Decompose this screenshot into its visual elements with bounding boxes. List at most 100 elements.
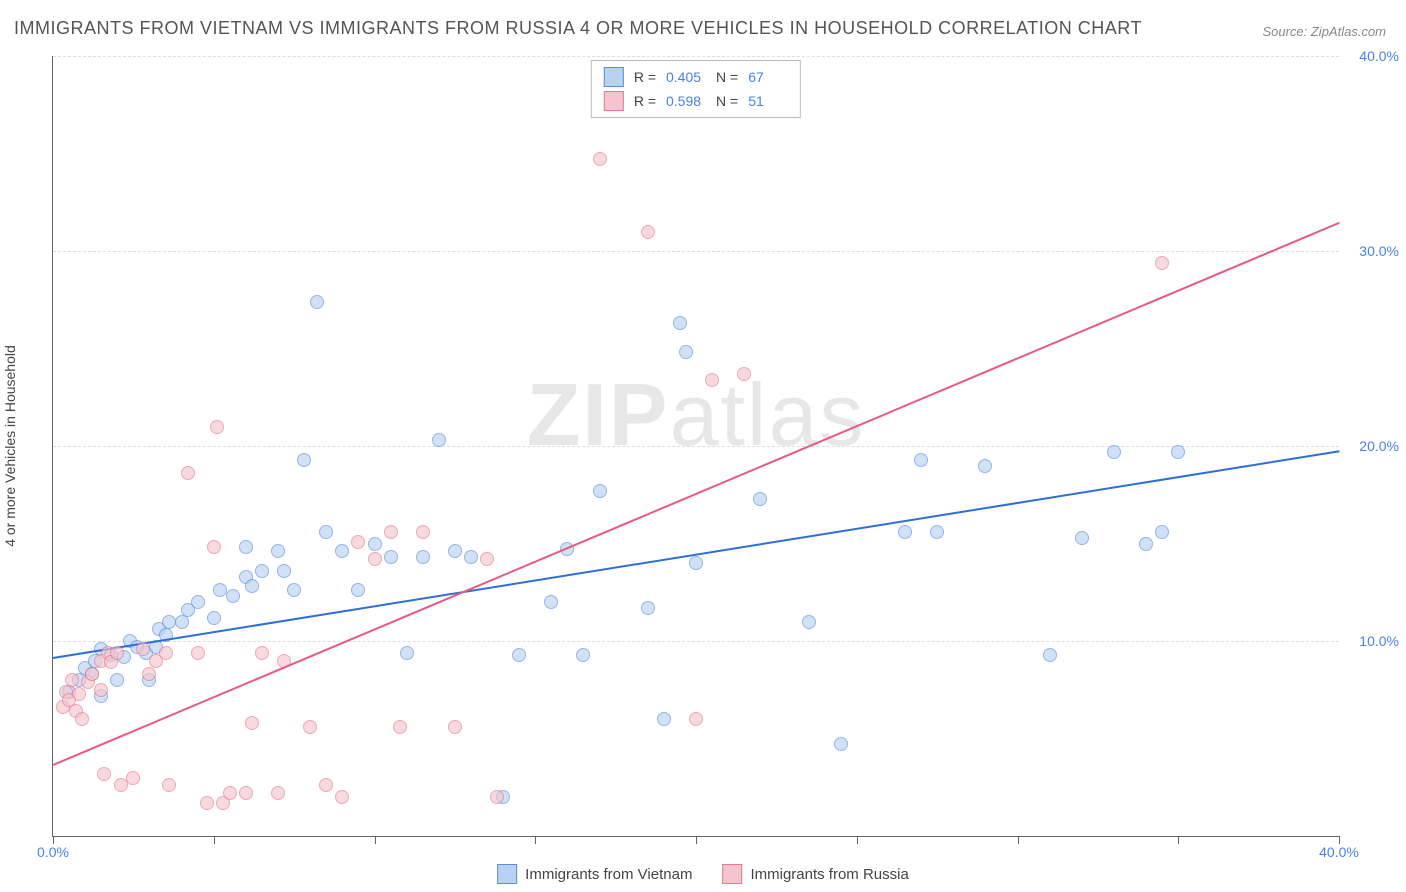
data-point-russia: [448, 720, 462, 734]
data-point-russia: [393, 720, 407, 734]
x-tick: [1018, 836, 1019, 844]
data-point-russia: [705, 373, 719, 387]
data-point-vietnam: [1075, 531, 1089, 545]
y-tick-label: 20.0%: [1347, 438, 1399, 454]
n-value-vietnam: 67: [748, 69, 788, 85]
data-point-vietnam: [255, 564, 269, 578]
n-label: N =: [716, 69, 738, 85]
data-point-russia: [490, 790, 504, 804]
data-point-vietnam: [297, 453, 311, 467]
x-tick: [1339, 836, 1340, 844]
data-point-vietnam: [914, 453, 928, 467]
swatch-russia: [722, 864, 742, 884]
data-point-russia: [191, 646, 205, 660]
data-point-russia: [114, 778, 128, 792]
data-point-vietnam: [416, 550, 430, 564]
x-tick-label: 0.0%: [37, 844, 69, 860]
data-point-vietnam: [226, 589, 240, 603]
data-point-russia: [351, 535, 365, 549]
y-tick-label: 10.0%: [1347, 633, 1399, 649]
data-point-vietnam: [245, 579, 259, 593]
data-point-vietnam: [207, 611, 221, 625]
data-point-russia: [210, 420, 224, 434]
data-point-vietnam: [277, 564, 291, 578]
n-value-russia: 51: [748, 93, 788, 109]
data-point-vietnam: [191, 595, 205, 609]
legend-item-russia: Immigrants from Russia: [722, 864, 908, 884]
data-point-vietnam: [310, 295, 324, 309]
data-point-russia: [75, 712, 89, 726]
source-credit: Source: ZipAtlas.com: [1262, 24, 1386, 39]
data-point-russia: [239, 786, 253, 800]
data-point-russia: [162, 778, 176, 792]
data-point-russia: [593, 152, 607, 166]
data-point-russia: [319, 778, 333, 792]
n-label: N =: [716, 93, 738, 109]
data-point-vietnam: [834, 737, 848, 751]
watermark-atlas: atlas: [670, 365, 866, 464]
data-point-russia: [368, 552, 382, 566]
data-point-russia: [97, 767, 111, 781]
swatch-russia: [604, 91, 624, 111]
data-point-vietnam: [898, 525, 912, 539]
data-point-russia: [110, 646, 124, 660]
data-point-russia: [641, 225, 655, 239]
data-point-russia: [689, 712, 703, 726]
data-point-russia: [181, 466, 195, 480]
data-point-vietnam: [1139, 537, 1153, 551]
data-point-russia: [159, 646, 173, 660]
watermark: ZIPatlas: [527, 364, 866, 466]
data-point-vietnam: [544, 595, 558, 609]
watermark-zip: ZIP: [527, 365, 670, 464]
r-label: R =: [634, 69, 656, 85]
data-point-russia: [480, 552, 494, 566]
data-point-vietnam: [400, 646, 414, 660]
data-point-vietnam: [1171, 445, 1185, 459]
data-point-vietnam: [679, 345, 693, 359]
legend-label-russia: Immigrants from Russia: [750, 866, 908, 883]
series-legend: Immigrants from Vietnam Immigrants from …: [497, 864, 909, 884]
data-point-russia: [126, 771, 140, 785]
data-point-vietnam: [271, 544, 285, 558]
x-tick: [857, 836, 858, 844]
data-point-vietnam: [239, 540, 253, 554]
chart-title: IMMIGRANTS FROM VIETNAM VS IMMIGRANTS FR…: [14, 18, 1142, 39]
gridline: [53, 251, 1339, 252]
data-point-vietnam: [641, 601, 655, 615]
data-point-russia: [200, 796, 214, 810]
x-tick: [214, 836, 215, 844]
data-point-russia: [335, 790, 349, 804]
legend-item-vietnam: Immigrants from Vietnam: [497, 864, 692, 884]
r-label: R =: [634, 93, 656, 109]
data-point-russia: [384, 525, 398, 539]
data-point-vietnam: [802, 615, 816, 629]
scatter-plot-area: ZIPatlas R = 0.405 N = 67 R = 0.598 N = …: [52, 56, 1339, 837]
data-point-russia: [737, 367, 751, 381]
gridline: [53, 56, 1339, 57]
data-point-vietnam: [512, 648, 526, 662]
data-point-russia: [223, 786, 237, 800]
data-point-russia: [142, 667, 156, 681]
stats-legend-box: R = 0.405 N = 67 R = 0.598 N = 51: [591, 60, 801, 118]
stats-row-russia: R = 0.598 N = 51: [604, 89, 788, 113]
data-point-vietnam: [368, 537, 382, 551]
data-point-vietnam: [689, 556, 703, 570]
gridline: [53, 446, 1339, 447]
x-tick: [1178, 836, 1179, 844]
x-tick-label: 40.0%: [1319, 844, 1359, 860]
data-point-vietnam: [753, 492, 767, 506]
data-point-russia: [303, 720, 317, 734]
stats-row-vietnam: R = 0.405 N = 67: [604, 65, 788, 89]
data-point-vietnam: [384, 550, 398, 564]
swatch-vietnam: [604, 67, 624, 87]
data-point-russia: [136, 642, 150, 656]
data-point-russia: [65, 673, 79, 687]
y-tick-label: 40.0%: [1347, 48, 1399, 64]
r-value-russia: 0.598: [666, 93, 706, 109]
data-point-vietnam: [110, 673, 124, 687]
data-point-vietnam: [1043, 648, 1057, 662]
x-tick: [535, 836, 536, 844]
legend-label-vietnam: Immigrants from Vietnam: [525, 866, 692, 883]
data-point-vietnam: [319, 525, 333, 539]
x-tick: [375, 836, 376, 844]
